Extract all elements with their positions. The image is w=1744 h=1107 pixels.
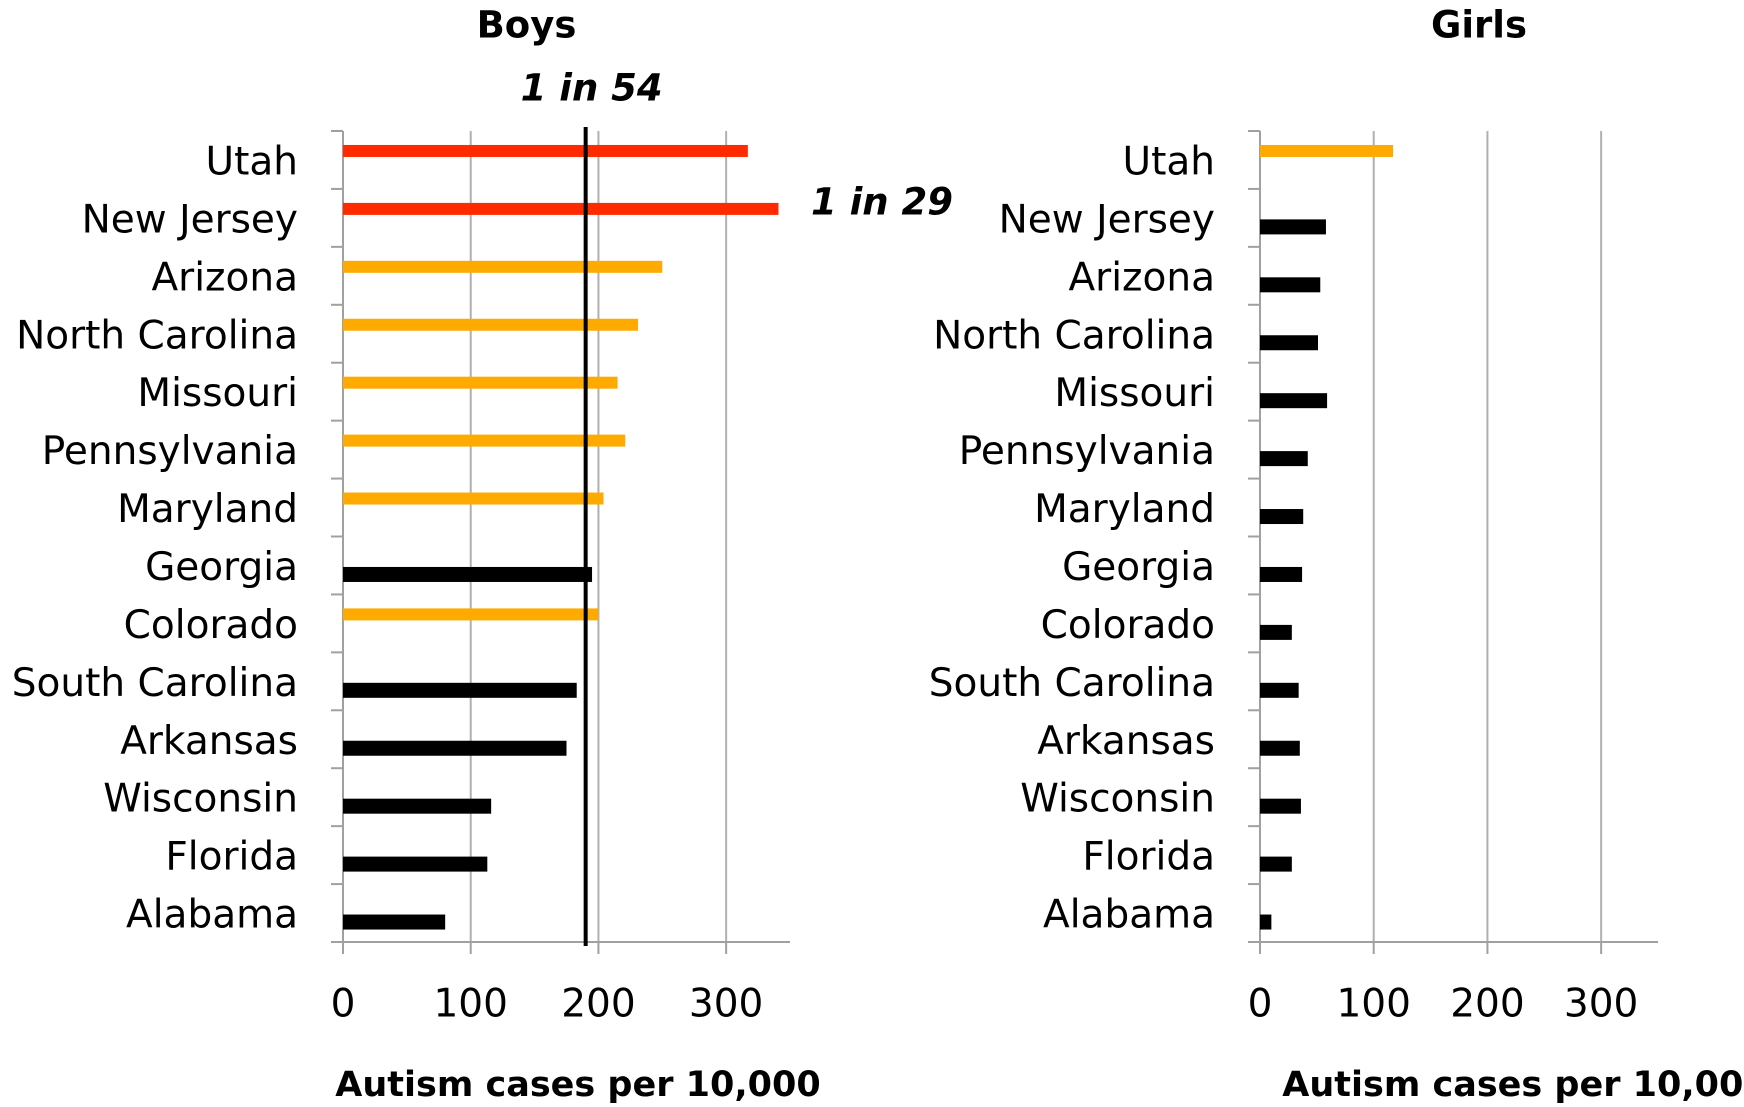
bar bbox=[1260, 914, 1272, 930]
category-label: Missouri bbox=[1054, 371, 1215, 416]
bar bbox=[1260, 509, 1304, 525]
category-label: Colorado bbox=[1041, 603, 1215, 648]
category-label: Arkansas bbox=[1037, 719, 1215, 764]
bar bbox=[343, 434, 626, 447]
x-axis-label: Autism cases per 10,000 bbox=[335, 1065, 820, 1105]
x-tick-label: 0 bbox=[331, 982, 356, 1027]
bar bbox=[1260, 682, 1299, 698]
x-tick-label: 200 bbox=[561, 982, 635, 1027]
bar bbox=[343, 682, 577, 698]
bar bbox=[343, 144, 748, 157]
bar bbox=[1260, 856, 1292, 872]
bar bbox=[343, 492, 604, 505]
reference-label: 1 in 54 bbox=[521, 67, 663, 110]
category-label: Pennsylvania bbox=[959, 429, 1215, 474]
category-label: South Carolina bbox=[12, 661, 298, 706]
bar bbox=[343, 202, 779, 215]
bar bbox=[343, 566, 593, 582]
category-label: New Jersey bbox=[999, 197, 1215, 242]
category-label: Arkansas bbox=[120, 719, 298, 764]
x-tick-label: 100 bbox=[1336, 982, 1410, 1027]
category-label: Alabama bbox=[1043, 893, 1215, 938]
category-label: North Carolina bbox=[933, 313, 1215, 358]
bar bbox=[1260, 219, 1326, 235]
bar bbox=[1260, 566, 1303, 582]
category-label: Alabama bbox=[126, 893, 298, 938]
chart-title: Boys bbox=[477, 4, 577, 47]
category-label: North Carolina bbox=[16, 313, 298, 358]
category-label: Missouri bbox=[137, 371, 298, 416]
x-tick-label: 300 bbox=[689, 982, 763, 1027]
x-tick-label: 100 bbox=[433, 982, 507, 1027]
category-label: New Jersey bbox=[82, 197, 298, 242]
category-label: Florida bbox=[165, 835, 298, 880]
bar bbox=[343, 376, 618, 389]
bar bbox=[343, 318, 639, 331]
category-label: Georgia bbox=[145, 545, 298, 590]
x-tick-label: 0 bbox=[1248, 982, 1273, 1027]
bar bbox=[1260, 451, 1308, 467]
category-label: Maryland bbox=[1034, 487, 1215, 532]
x-axis-label: Autism cases per 10,000 bbox=[1282, 1065, 1744, 1105]
category-label: Pennsylvania bbox=[42, 429, 298, 474]
category-label: Arizona bbox=[152, 255, 299, 300]
bar bbox=[1260, 335, 1318, 351]
category-label: Colorado bbox=[124, 603, 298, 648]
category-label: Maryland bbox=[117, 487, 298, 532]
bar bbox=[343, 914, 446, 930]
bar bbox=[1260, 740, 1300, 756]
bar bbox=[1260, 277, 1321, 293]
bar bbox=[343, 260, 663, 273]
category-label: Arizona bbox=[1069, 255, 1216, 300]
category-label: Wisconsin bbox=[103, 777, 298, 822]
bar bbox=[1260, 144, 1394, 157]
bar bbox=[1260, 798, 1301, 814]
chart-title: Girls bbox=[1431, 4, 1527, 47]
x-tick-label: 200 bbox=[1450, 982, 1524, 1027]
category-label: South Carolina bbox=[929, 661, 1215, 706]
category-label: Utah bbox=[1123, 139, 1215, 184]
x-tick-label: 300 bbox=[1564, 982, 1638, 1027]
bar bbox=[343, 740, 567, 756]
category-label: Utah bbox=[206, 139, 298, 184]
bar bbox=[343, 856, 488, 872]
bar bbox=[343, 608, 599, 621]
bar bbox=[343, 798, 492, 814]
category-label: Wisconsin bbox=[1020, 777, 1215, 822]
category-label: Georgia bbox=[1062, 545, 1215, 590]
bar bbox=[1260, 624, 1292, 640]
annotation: 1 in 29 bbox=[811, 181, 953, 224]
category-label: Florida bbox=[1082, 835, 1215, 880]
bar bbox=[1260, 393, 1328, 409]
